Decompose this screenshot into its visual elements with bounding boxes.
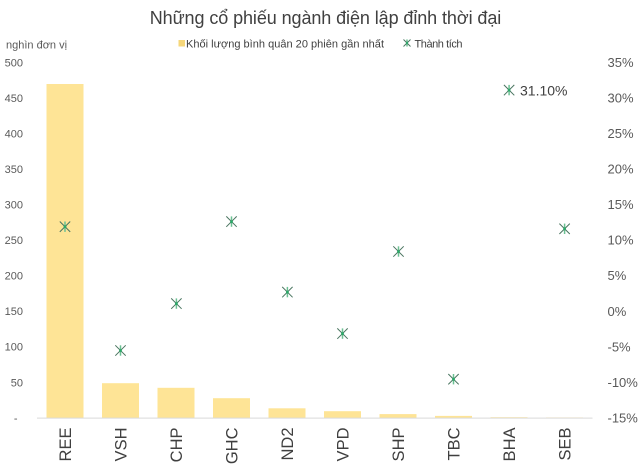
svg-text:5%: 5% [608,268,627,283]
svg-text:350: 350 [5,164,23,176]
svg-text:250: 250 [5,235,23,247]
svg-text:GHC: GHC [224,427,242,464]
svg-text:-5%: -5% [608,339,632,354]
svg-text:Khối lượng bình quân 20 phiên: Khối lượng bình quân 20 phiên gần nhất [186,38,384,50]
svg-text:TBC: TBC [446,427,464,460]
svg-text:50: 50 [11,377,23,389]
svg-text:SHP: SHP [390,428,408,462]
svg-text:500: 500 [5,57,23,69]
svg-text:-15%: -15% [608,411,639,426]
svg-text:REE: REE [57,428,75,462]
svg-text:BHA: BHA [501,428,519,462]
svg-text:15%: 15% [608,197,634,212]
svg-text:150: 150 [5,306,23,318]
svg-text:-10%: -10% [608,375,639,390]
svg-text:300: 300 [5,200,23,212]
svg-text:0%: 0% [608,304,627,319]
svg-text:30%: 30% [608,91,634,106]
svg-text:nghìn đơn vị: nghìn đơn vị [6,40,67,52]
svg-text:20%: 20% [608,162,634,177]
svg-text:Những cổ phiếu ngành điện lập: Những cổ phiếu ngành điện lập đỉnh thời … [150,8,502,28]
svg-text:CHP: CHP [168,428,186,463]
svg-text:VSH: VSH [113,428,131,462]
svg-text:100: 100 [5,342,23,354]
svg-text:400: 400 [5,128,23,140]
svg-text:10%: 10% [608,233,634,248]
svg-text:VPD: VPD [335,427,353,461]
svg-text:25%: 25% [608,126,634,141]
svg-text:ND2: ND2 [279,428,297,461]
svg-text:Thành tích: Thành tích [415,38,463,50]
svg-text:-: - [14,413,18,425]
svg-text:SEB: SEB [557,428,575,461]
svg-text:200: 200 [5,271,23,283]
svg-text:450: 450 [5,93,23,105]
svg-text:31.10%: 31.10% [520,82,567,98]
svg-text:35%: 35% [608,55,634,70]
